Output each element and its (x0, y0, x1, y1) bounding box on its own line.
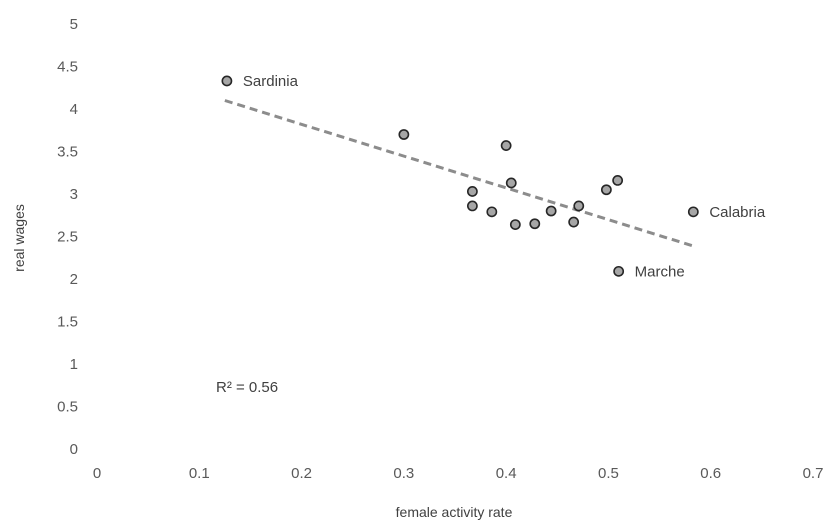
trendline-layer (224, 99, 696, 249)
y-tick-label: 5 (70, 16, 78, 33)
data-point (612, 174, 624, 186)
data-point (509, 219, 521, 230)
data-point (398, 129, 410, 140)
trendline (224, 99, 696, 249)
y-tick-label: 2.5 (57, 229, 78, 246)
x-axis-ticks: 0 0.1 0.2 0.3 0.4 0.5 0.6 0.7 (93, 465, 824, 482)
point-label: Sardinia (243, 73, 299, 90)
y-tick-label: 0 (70, 441, 78, 458)
x-tick-label: 0.3 (393, 465, 414, 482)
y-tick-label: 4 (70, 101, 78, 118)
y-tick-label: 4.5 (57, 59, 78, 76)
point-labels: Sardinia Marche Calabria (243, 73, 766, 280)
point-label: Calabria (709, 204, 766, 221)
x-tick-label: 0.5 (598, 465, 619, 482)
x-tick-label: 0.6 (700, 465, 721, 482)
data-point (600, 184, 612, 196)
data-point (500, 140, 512, 151)
y-tick-label: 3 (70, 186, 78, 203)
data-point (505, 177, 517, 189)
x-axis-title: female activity rate (396, 504, 513, 520)
data-point (466, 186, 478, 197)
y-tick-label: 1 (70, 356, 78, 373)
x-tick-label: 0.7 (803, 465, 824, 482)
data-point (573, 200, 585, 212)
x-tick-label: 0.4 (496, 465, 517, 482)
y-tick-label: 1.5 (57, 314, 78, 331)
x-tick-label: 0.1 (189, 465, 210, 482)
data-point (486, 206, 498, 218)
y-axis-ticks: 0 0.5 1 1.5 2 2.5 3 3.5 4 4.5 5 (57, 16, 78, 458)
r-squared-annotation: R² = 0.56 (216, 379, 278, 396)
x-tick-label: 0 (93, 465, 101, 482)
y-tick-label: 0.5 (57, 399, 78, 416)
data-point (687, 206, 699, 218)
data-point (613, 265, 625, 277)
data-point (466, 200, 478, 212)
data-point (529, 218, 541, 230)
data-point (568, 216, 580, 228)
data-points (221, 75, 699, 277)
y-axis-title: real wages (11, 204, 27, 272)
x-tick-label: 0.2 (291, 465, 312, 482)
y-tick-label: 3.5 (57, 144, 78, 161)
data-point (221, 75, 233, 87)
data-point (545, 205, 557, 217)
point-label: Marche (635, 263, 685, 280)
y-tick-label: 2 (70, 271, 78, 288)
